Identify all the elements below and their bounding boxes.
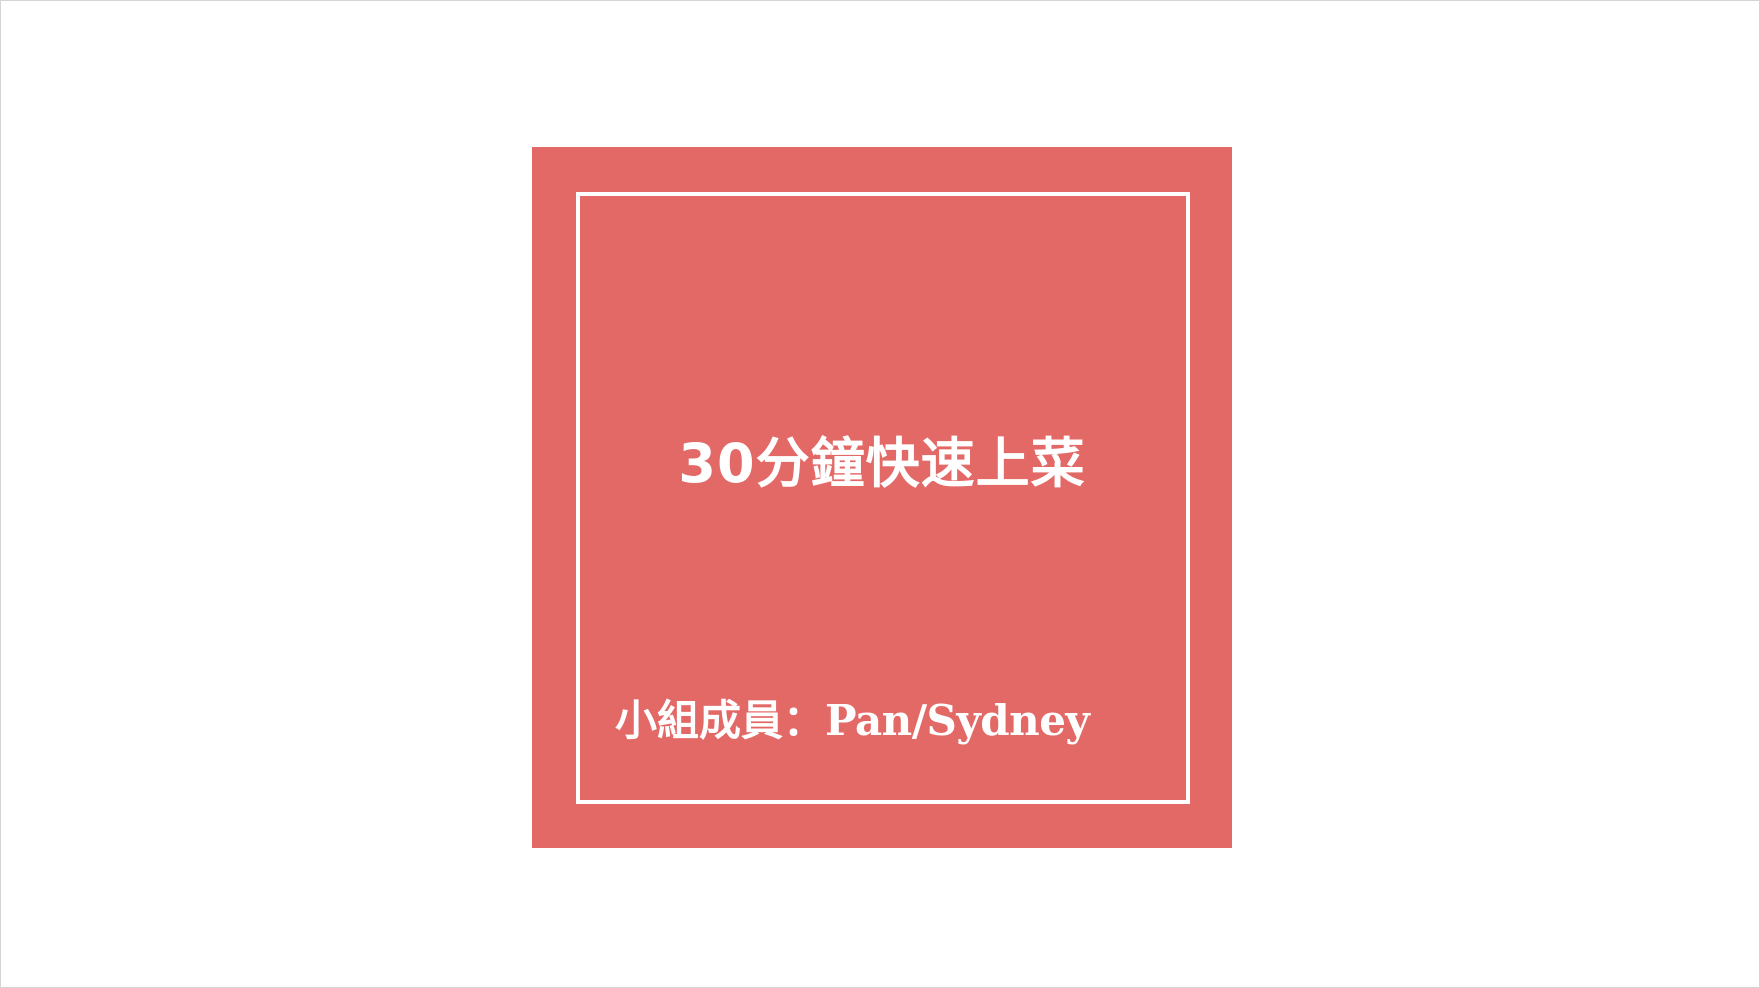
- title-card: 30分鐘快速上菜 小組成員：Pan/Sydney: [532, 147, 1232, 848]
- card-frame: [576, 192, 1190, 804]
- members-names: Pan/Sydney: [825, 696, 1090, 745]
- members-label: 小組成員：: [615, 696, 826, 745]
- slide-title: 30分鐘快速上菜: [678, 432, 1086, 495]
- members-line: 小組成員：Pan/Sydney: [615, 700, 1090, 743]
